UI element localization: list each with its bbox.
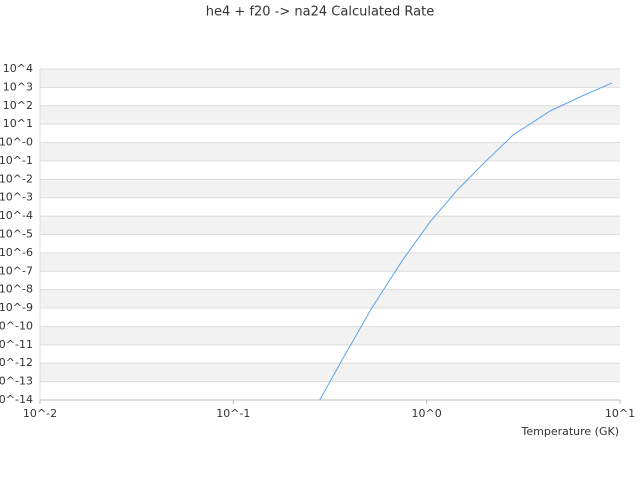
grid-band xyxy=(40,252,620,272)
grid-band xyxy=(40,326,620,345)
y-tick-label: 10^3 xyxy=(3,80,33,93)
y-tick-label: 10^-11 xyxy=(0,338,33,351)
y-tick-label: 10^-3 xyxy=(0,191,33,204)
grid-band xyxy=(40,363,620,382)
y-tick-label: 10^-7 xyxy=(0,264,33,277)
y-tick-label: 10^4 xyxy=(3,62,33,75)
x-tick-label: 10^0 xyxy=(412,407,442,420)
y-tick-label: 10^2 xyxy=(3,99,33,112)
y-tick-label: 10^-0 xyxy=(0,136,33,149)
y-tick-label: 10^1 xyxy=(3,117,33,130)
x-tick-label: 10^-1 xyxy=(216,407,250,420)
y-tick-label: 10^-6 xyxy=(0,246,33,259)
x-tick-label: 10^-2 xyxy=(23,407,57,420)
y-tick-label: 10^-4 xyxy=(0,209,33,222)
chart-title: he4 + f20 -> na24 Calculated Rate xyxy=(206,5,434,20)
x-tick-label: 10^1 xyxy=(605,407,635,420)
y-tick-label: 10^-2 xyxy=(0,172,33,185)
y-tick-label: 10^-9 xyxy=(0,301,33,314)
y-tick-label: 10^-1 xyxy=(0,154,33,167)
grid-band xyxy=(40,142,620,161)
y-tick-label: 10^-12 xyxy=(0,356,33,369)
y-tick-label: 10^-8 xyxy=(0,283,33,296)
grid-band xyxy=(40,216,620,235)
grid-band xyxy=(40,179,620,198)
y-tick-label: 10^-13 xyxy=(0,375,33,388)
grid-band xyxy=(40,69,620,88)
data-line xyxy=(319,82,613,401)
grid-band xyxy=(40,289,620,309)
grid-band xyxy=(40,105,620,125)
y-tick-label: 10^-14 xyxy=(0,393,33,406)
y-tick-label: 10^-10 xyxy=(0,319,33,332)
x-axis-label: Temperature (GK) xyxy=(521,425,620,438)
y-tick-label: 10^-5 xyxy=(0,228,33,241)
